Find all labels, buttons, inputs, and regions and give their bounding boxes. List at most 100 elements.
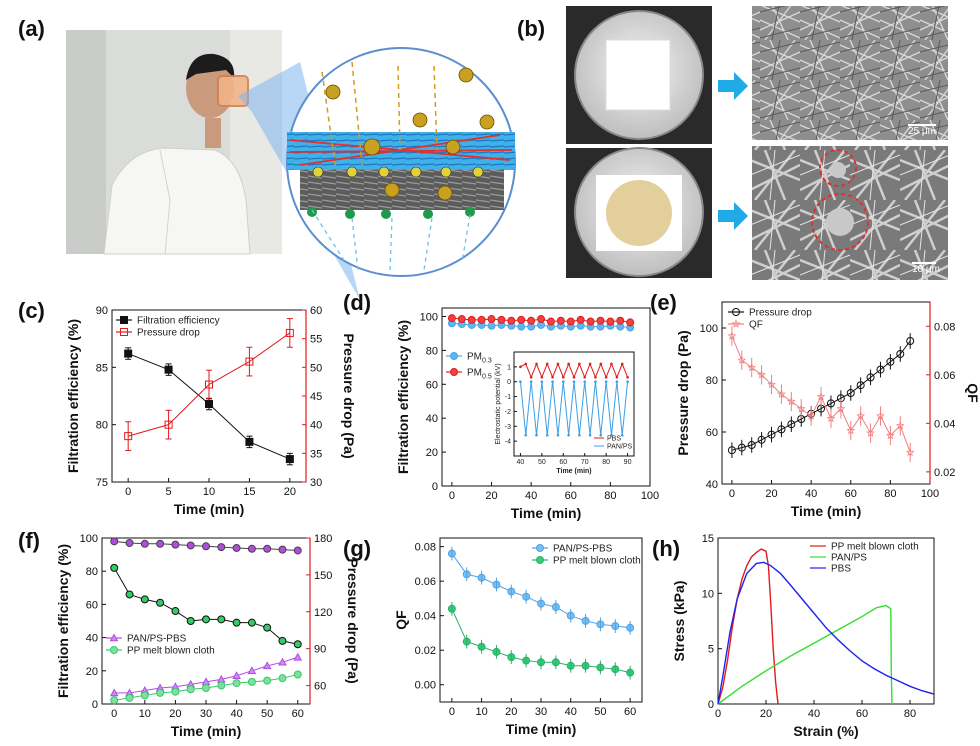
x-tick-label: 10 — [139, 708, 151, 720]
data-point — [245, 357, 254, 366]
inset-data-point — [567, 362, 570, 366]
inset-y-tick-label: 0 — [507, 379, 511, 386]
data-point — [576, 315, 585, 324]
series-pressure-drop — [124, 318, 294, 451]
data-point — [171, 687, 180, 696]
scale-bar-bottom: 10 μm — [912, 264, 940, 275]
legend-marker — [731, 319, 741, 328]
data-point — [125, 538, 134, 547]
x-tick-label: 20 — [505, 706, 517, 718]
y2-tick-label: 30 — [310, 477, 322, 489]
inset-chart: 40 50 60 70 80 90 -4 -3 -2 -1 0 1 Time (min) Electros… — [495, 351, 635, 475]
legend-label: PP melt blown cloth — [127, 646, 215, 657]
legend-subscript: 0.5 — [482, 374, 492, 381]
petri-dish-after — [566, 147, 712, 278]
arrow-icon-bottom — [718, 202, 748, 230]
data-point — [156, 539, 165, 548]
x-tick-label: 50 — [594, 706, 606, 718]
legend-subscript: 0.3 — [482, 358, 492, 365]
inset-data-point — [561, 380, 565, 384]
legend-marker — [732, 308, 740, 316]
y-axis-title: Stress (kPa) — [671, 581, 687, 662]
data-point — [124, 432, 133, 441]
inset-x-tick-label: 70 — [581, 459, 589, 466]
x-tick-label: 60 — [856, 708, 868, 720]
panel-label-g: (g) — [343, 536, 371, 561]
x-tick-label: 40 — [808, 708, 820, 720]
x-tick-label: 30 — [535, 706, 547, 718]
y-tick-label: 0.06 — [415, 576, 436, 588]
data-point — [202, 542, 210, 551]
legend-marker — [536, 556, 544, 564]
data-point — [586, 317, 595, 326]
x-tick-label: 10 — [475, 706, 487, 718]
x-tick-label: 0 — [125, 486, 131, 498]
x-axis-title: Time (min) — [171, 723, 242, 739]
legend-marker — [536, 544, 544, 552]
inset-x-tick-label: 40 — [517, 459, 525, 466]
data-point — [467, 315, 476, 324]
y2-tick-label: 60 — [314, 681, 326, 693]
data-point — [263, 544, 272, 553]
x-axis-title: Strain (%) — [793, 723, 858, 739]
legend-marker — [110, 646, 118, 654]
chart-g: 0 10 20 30 40 50 60 0.00 0.02 0.04 0.06 0.08 Time (m… — [393, 537, 643, 737]
data-point — [247, 544, 256, 553]
legend-marker — [450, 368, 458, 376]
data-point — [232, 671, 241, 680]
data-point — [247, 618, 256, 627]
inset-data-point — [588, 433, 592, 437]
y-tick-label: 100 — [700, 323, 718, 335]
series-pp-melt-blown-cloth — [110, 563, 302, 649]
y-tick-label: 0.02 — [415, 645, 436, 657]
x-tick-label: 80 — [884, 488, 896, 500]
inset-data-point — [588, 362, 592, 366]
y-axis-title: Filtration efficiency (%) — [65, 319, 81, 473]
data-point — [232, 679, 241, 688]
x-tick-label: 100 — [921, 488, 939, 500]
x-tick-label: 50 — [261, 708, 273, 720]
inset-data-point — [535, 362, 538, 366]
data-point — [263, 623, 272, 632]
inset-data-point — [556, 433, 560, 437]
legend-label: PP melt blown cloth — [553, 556, 641, 567]
y-tick-label: 80 — [426, 345, 438, 357]
x-axis-title: Time (min) — [791, 503, 862, 519]
inset-legend-label: PAN/PS — [607, 444, 632, 451]
inset-x-tick-label: 90 — [624, 459, 632, 466]
x-tick-label: 0 — [715, 708, 721, 720]
y-axis-title: Filtration efficiency (%) — [55, 544, 71, 698]
data-point — [124, 349, 133, 358]
inset-x-title: Time (min) — [556, 468, 591, 475]
inset-data-point — [620, 362, 624, 366]
plot-frame — [441, 307, 651, 487]
y-tick-label: 80 — [706, 375, 718, 387]
inset-x-tick-label: 60 — [559, 459, 567, 466]
y2-tick-label: 50 — [310, 362, 322, 374]
data-point — [186, 685, 195, 694]
y-tick-label: 0.04 — [415, 611, 436, 623]
inset-data-point — [572, 375, 576, 379]
panel-label-a: (a) — [18, 16, 45, 41]
x-tick-label: 20 — [765, 488, 777, 500]
x-tick-label: 20 — [169, 708, 181, 720]
data-point — [156, 688, 165, 697]
data-point — [556, 316, 565, 325]
data-point — [487, 321, 496, 330]
x-tick-label: 60 — [845, 488, 857, 500]
data-point — [507, 316, 516, 325]
data-point — [164, 420, 173, 429]
inset-data-point — [529, 375, 533, 379]
inset-data-point — [599, 362, 603, 366]
legend-label: PAN/PS-PBS — [553, 544, 613, 555]
series-pp-melt-blown-cloth-pressure-drop — [110, 670, 302, 705]
x-tick-label: 15 — [243, 486, 255, 498]
data-point — [247, 677, 256, 686]
inset-y-tick-label: -3 — [505, 424, 511, 431]
data-point — [616, 316, 625, 325]
data-point — [293, 652, 303, 661]
legend-text: PM — [467, 352, 482, 363]
inset-data-point — [578, 433, 581, 437]
y2-tick-label: 0.08 — [934, 321, 955, 333]
inset-data-point — [540, 375, 544, 379]
